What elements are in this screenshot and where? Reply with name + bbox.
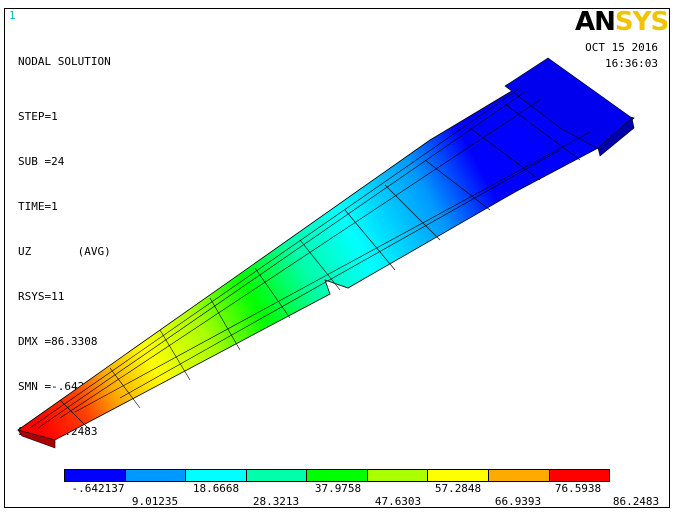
info-rsys: RSYS=11: [18, 290, 65, 303]
info-time: TIME=1: [18, 200, 58, 213]
legend-band: [246, 470, 308, 481]
legend-band: [65, 470, 126, 481]
legend-label: -.642137: [71, 482, 125, 495]
legend-band: [488, 470, 550, 481]
legend-label: 66.9393: [494, 495, 542, 508]
legend-label: 28.3213: [252, 495, 300, 508]
legend-band: [307, 470, 368, 481]
graphics-frame: [4, 8, 670, 508]
date-text: OCT 15 2016: [585, 41, 658, 54]
window-number: 1: [9, 9, 16, 22]
legend-label: 9.01235: [131, 495, 179, 508]
wing-tip-edge: [597, 117, 635, 157]
legend-band: [367, 470, 429, 481]
legend-label: 57.2848: [434, 482, 482, 495]
legend-label: 47.6303: [374, 495, 422, 508]
info-sub: SUB =24: [18, 155, 65, 168]
info-dmx: DMX =86.3308: [18, 335, 98, 348]
legend-label: 76.5938: [554, 482, 602, 495]
legend-band: [186, 470, 247, 481]
solution-title: NODAL SOLUTION: [18, 55, 111, 68]
wing-mesh-lines: [29, 87, 591, 431]
legend-band: [549, 470, 610, 481]
legend-label: 86.2483: [612, 495, 660, 508]
info-result: UZ (AVG): [18, 245, 111, 258]
wing-leading-edge: [17, 429, 56, 449]
time-text: 16:36:03: [605, 57, 658, 70]
legend-band: [125, 470, 187, 481]
info-step: STEP=1: [18, 110, 58, 123]
ansys-logo: ANSYS: [575, 7, 669, 37]
date-time: OCT 15 2016 16:36:03: [585, 40, 658, 72]
legend-band: [428, 470, 489, 481]
contour-legend-bar: [64, 469, 610, 482]
legend-label: 18.6668: [192, 482, 240, 495]
wing-surface: [17, 85, 635, 441]
legend-label: 37.9758: [314, 482, 362, 495]
